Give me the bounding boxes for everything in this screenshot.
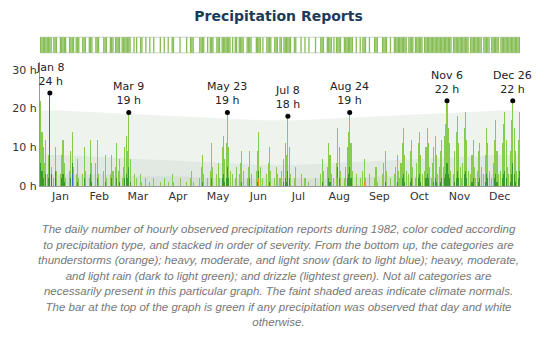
svg-text:Jan: Jan [51,190,69,203]
svg-text:May 2319 h: May 2319 h [207,80,247,107]
svg-text:Sep: Sep [369,190,390,203]
svg-text:30 h: 30 h [12,64,36,77]
svg-text:Jun: Jun [249,190,267,203]
svg-text:0 h: 0 h [19,180,36,193]
svg-text:May: May [207,190,230,203]
svg-text:20 h: 20 h [12,102,36,115]
svg-text:Nov 622 h: Nov 622 h [431,69,463,96]
svg-text:Apr: Apr [169,190,189,203]
svg-text:10 h: 10 h [12,141,36,154]
svg-text:Jan 824 h: Jan 824 h [36,61,64,88]
svg-text:Oct: Oct [410,190,430,203]
svg-text:Dec 2622 h: Dec 2622 h [493,69,532,96]
svg-text:Aug: Aug [328,190,349,203]
svg-text:Precipitation Reports: Precipitation Reports [194,8,363,24]
svg-text:Mar 919 h: Mar 919 h [113,80,144,107]
svg-text:Nov: Nov [449,190,471,203]
svg-text:Feb: Feb [89,190,108,203]
svg-text:Aug 2419 h: Aug 2419 h [330,80,369,107]
svg-text:Jul: Jul [291,190,305,203]
svg-text:Mar: Mar [128,190,149,203]
html-text:The daily number of hourly obs: The daily number of hourly observed prec… [38,223,519,328]
svg-text:Jul 818 h: Jul 818 h [275,84,300,111]
svg-text:Dec: Dec [489,190,510,203]
